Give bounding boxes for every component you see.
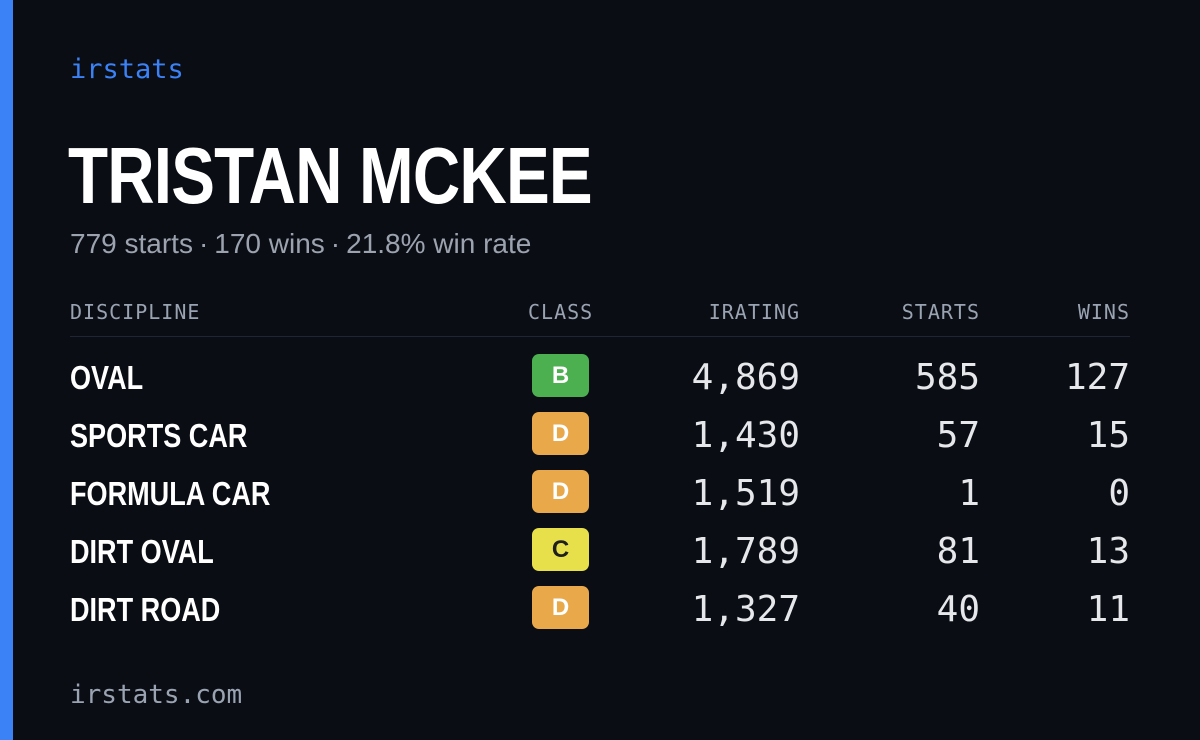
wins-value: 127	[1064, 357, 1130, 398]
starts-value: 1	[958, 473, 980, 514]
irating-value: 1,789	[691, 531, 800, 572]
table-row: DIRT OVAL C 1,789 81 13	[70, 511, 1130, 572]
wins-value: 13	[1086, 531, 1130, 572]
class-badge: D	[532, 586, 589, 629]
table-row: FORMULA CAR D 1,519 1 0	[70, 453, 1130, 514]
discipline-name: OVAL	[70, 359, 144, 396]
wins-value: 15	[1086, 415, 1130, 456]
accent-bar	[0, 0, 13, 740]
summary-separator: ·	[330, 228, 341, 259]
class-badge: D	[532, 470, 589, 513]
irating-value: 1,430	[691, 415, 800, 456]
header-class: CLASS	[528, 300, 594, 324]
brand-logo-text[interactable]: irstats	[70, 54, 184, 85]
table-row: OVAL B 4,869 585 127	[70, 337, 1130, 398]
summary-win-rate: 21.8% win rate	[346, 228, 532, 259]
header-starts: STARTS	[901, 300, 980, 324]
summary-starts: 779 starts	[70, 228, 193, 259]
table-row: DIRT ROAD D 1,327 40 11	[70, 569, 1130, 630]
summary-wins: 170 wins	[214, 228, 325, 259]
starts-value: 57	[936, 415, 980, 456]
player-name: TRISTAN MCKEE	[68, 131, 593, 220]
footer-url[interactable]: irstats.com	[70, 680, 243, 710]
header-irating: IRATING	[708, 300, 800, 324]
irating-value: 4,869	[691, 357, 800, 398]
class-badge: B	[532, 354, 589, 397]
starts-value: 40	[936, 589, 980, 630]
irating-value: 1,327	[691, 589, 800, 630]
class-badge: C	[532, 528, 589, 571]
irating-value: 1,519	[691, 473, 800, 514]
starts-value: 81	[936, 531, 980, 572]
starts-value: 585	[914, 357, 980, 398]
discipline-name: DIRT OVAL	[70, 533, 214, 570]
discipline-name: DIRT ROAD	[70, 591, 221, 628]
table-row: SPORTS CAR D 1,430 57 15	[70, 395, 1130, 456]
discipline-table: DISCIPLINE CLASS IRATING STARTS WINS OVA…	[70, 296, 1130, 630]
header-discipline: DISCIPLINE	[70, 300, 201, 324]
discipline-name: FORMULA CAR	[70, 475, 271, 512]
summary-separator: ·	[198, 228, 209, 259]
discipline-name: SPORTS CAR	[70, 417, 248, 454]
wins-value: 0	[1108, 473, 1130, 514]
class-badge: D	[532, 412, 589, 455]
wins-value: 11	[1086, 589, 1130, 630]
player-summary: 779 starts · 170 wins · 21.8% win rate	[70, 228, 531, 260]
header-wins: WINS	[1077, 300, 1130, 324]
table-header: DISCIPLINE CLASS IRATING STARTS WINS	[70, 296, 1130, 337]
